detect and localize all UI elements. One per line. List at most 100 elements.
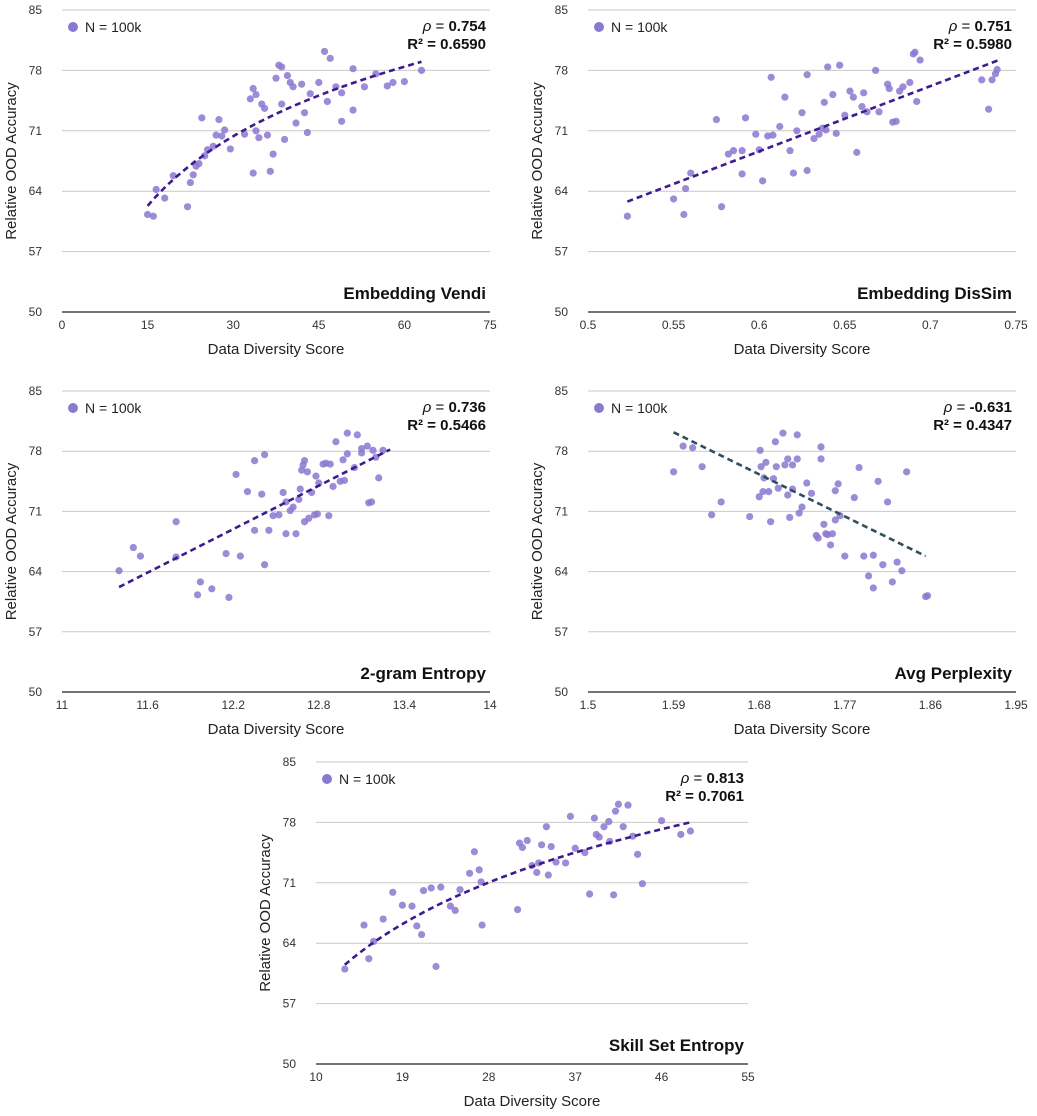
y-tick-label: 85 [29,3,43,17]
data-point [689,444,697,452]
data-point [605,817,613,826]
data-point [255,134,263,142]
data-point [834,480,842,488]
x-axis-label: Data Diversity Score [464,1093,601,1110]
x-tick-label: 55 [741,1070,755,1084]
data-point [595,833,603,841]
data-point [581,849,589,857]
data-point [814,534,822,542]
data-point [349,106,357,114]
panel-embedding-dissim: 50 57 64 71 78 85 0.5 0.55 0.6 0.65 0.7 0.75 Data Di… [529,3,1028,358]
data-point [195,159,203,168]
data-point [161,194,169,202]
data-point [793,127,801,135]
data-point [788,461,797,469]
data-point [303,468,311,476]
x-tick-label: 15 [141,318,155,332]
x-tick-label: 1.77 [833,698,857,712]
data-point [872,66,880,74]
data-point [221,126,229,134]
data-point [275,511,283,519]
panel-title: 2-gram Entropy [360,664,486,683]
rho-symbol: ρ [948,18,958,35]
legend-label: N = 100k [611,400,668,416]
y-tick-label: 71 [29,124,43,138]
x-tick-label: 0.65 [833,318,857,332]
rho-annotation: ρ = 0.751 [948,18,1012,35]
data-point [717,498,725,506]
y-tick-label: 78 [555,63,569,77]
data-point [807,489,816,497]
x-tick-label: 12.8 [307,698,331,712]
y-tick-label: 71 [283,876,297,890]
data-point [993,65,1001,74]
data-point [289,503,297,511]
data-point [258,490,266,498]
data-point [681,185,690,193]
data-point [853,148,861,156]
data-point [590,814,599,822]
data-point [769,475,778,483]
data-point [571,844,579,852]
data-point [226,145,234,153]
x-tick-label: 14 [483,698,497,712]
x-tick-label: 30 [227,318,241,332]
data-point [779,429,787,437]
data-point [817,443,825,451]
data-point [320,47,329,56]
data-point [251,457,259,465]
rho-equals: = [689,770,706,787]
rho-annotation: ρ = 0.754 [422,18,487,35]
data-point [916,56,924,64]
data-point [379,446,387,454]
data-point [400,78,408,86]
legend-label: N = 100k [339,771,396,787]
data-point [260,451,269,459]
data-point [850,494,858,502]
data-point [349,65,357,73]
data-point [186,178,194,187]
panel-avg-perplexity: 50 57 64 71 78 85 1.5 1.59 1.68 1.77 1.86 1.95 Data … [529,384,1028,738]
data-point [680,210,688,219]
data-point [824,63,832,71]
data-point [198,114,206,122]
y-tick-label: 78 [555,444,569,458]
data-point [624,801,632,809]
data-point [798,109,806,117]
rho-equals: = [957,18,974,35]
data-point [759,177,767,185]
data-point [193,591,202,599]
data-point [272,74,280,82]
data-point [893,558,901,566]
data-point [300,457,309,465]
data-point [988,76,996,84]
x-tick-label: 11 [56,698,69,712]
rho-annotation: ρ = 0.736 [422,399,486,416]
data-point [687,169,695,177]
data-point [419,886,428,895]
data-point [658,817,666,825]
rho-equals: = [952,399,969,416]
y-tick-label: 64 [555,184,569,198]
data-point [562,859,570,867]
data-point [518,843,527,852]
x-tick-label: 0.55 [662,318,686,332]
data-point [978,76,986,84]
y-tick-label: 57 [283,997,297,1011]
y-axis-label: Relative OOD Accuracy [3,82,20,240]
data-point [757,463,765,471]
data-point [538,841,546,849]
rho-value: 0.754 [448,18,486,35]
data-point [369,446,377,454]
y-tick-label: 85 [29,384,43,398]
data-point [542,823,551,831]
data-point [451,906,459,915]
x-tick-label: 13.4 [393,698,417,712]
r2-annotation: R² = 0.4347 [933,417,1012,434]
data-point [343,450,351,458]
data-point [898,567,906,575]
data-point [864,572,873,580]
data-point [282,530,290,538]
data-point [786,147,794,155]
rho-value: -0.631 [969,399,1012,416]
